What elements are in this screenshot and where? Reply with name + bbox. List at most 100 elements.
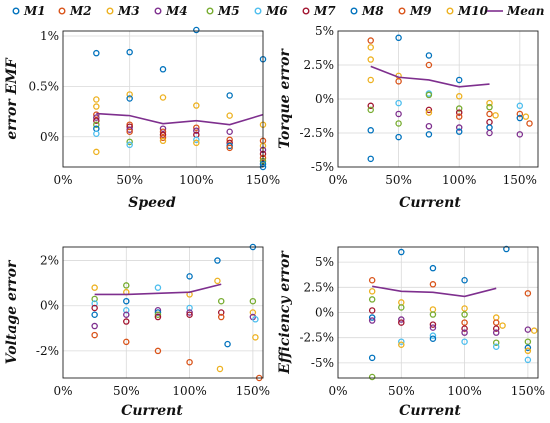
legend-item-m8: M8 [350, 4, 384, 18]
y-tick-label: 0% [315, 306, 334, 320]
data-point-m3 [455, 93, 463, 100]
data-point-m3 [461, 305, 468, 312]
x-tick-label: 100% [172, 384, 206, 398]
data-point-m6 [252, 316, 259, 323]
data-point-m1 [395, 133, 402, 141]
data-point-m7 [429, 321, 437, 328]
data-point-m4 [226, 128, 233, 135]
legend-label: M9 [409, 4, 432, 18]
legend-marker [106, 7, 114, 15]
data-point-m1 [214, 257, 221, 264]
data-point-m6 [91, 300, 98, 307]
data-point-m3 [159, 94, 167, 101]
data-point-m10 [216, 365, 224, 373]
data-point-m2 [367, 37, 374, 44]
y-tick-label: -2.5% [299, 126, 334, 140]
data-point-m2 [91, 331, 98, 339]
data-point-m1 [368, 354, 376, 362]
legend-label: M10 [457, 4, 489, 18]
data-point-m2 [123, 338, 130, 346]
data-point-m4 [425, 122, 433, 130]
legend-label: M3 [117, 4, 140, 18]
data-point-m5 [126, 138, 133, 146]
y-tick-label: -2.5% [299, 331, 334, 345]
legend-marker [302, 7, 310, 15]
data-point-m2 [186, 358, 193, 366]
legend-marker [206, 7, 214, 15]
data-point-m7 [398, 319, 405, 326]
y-tick-label: 0.5% [29, 79, 60, 93]
data-point-m10 [492, 112, 499, 119]
data-point-m5 [429, 311, 437, 318]
data-point-m9 [159, 134, 167, 142]
data-point-m1 [398, 248, 405, 256]
legend-item-m7: M7 [302, 4, 336, 18]
data-point-m9 [126, 128, 133, 135]
data-point-m1 [154, 309, 162, 316]
data-point-m6 [93, 130, 100, 138]
data-point-m3 [226, 112, 233, 119]
data-point-m5 [492, 339, 500, 346]
legend-marker [58, 7, 66, 15]
data-point-m4 [486, 129, 493, 137]
legend-item-m5: M5 [206, 4, 240, 18]
y-axis-label: error EMF [4, 57, 20, 139]
data-point-m2 [226, 136, 233, 144]
data-point-m4 [455, 124, 463, 131]
data-point-m6 [398, 338, 405, 345]
data-point-m2 [516, 110, 524, 118]
legend-marker [446, 7, 454, 15]
x-tick-label: 0% [53, 173, 72, 187]
data-point-m5 [368, 373, 376, 381]
data-point-m9 [226, 144, 233, 152]
panel-torque-error: 0% 50% 100% 150% -5% -2.5% 0% 2.5% 5% Current Torq… [277, 24, 539, 211]
data-point-m2 [492, 319, 500, 326]
plot-frame [337, 30, 539, 168]
data-point-m1 [367, 127, 374, 134]
data-point-m2 [154, 347, 162, 355]
data-point-m6 [429, 332, 437, 339]
data-point-m10 [499, 322, 506, 329]
legend: M1 M2 M3 M4 M5 M6 M7 M8 M9 M10 Mean [12, 4, 544, 18]
data-point-m4 [516, 131, 524, 138]
legend-label: M8 [361, 4, 384, 18]
data-point-m10 [252, 334, 259, 341]
data-point-m3 [126, 91, 133, 98]
data-point-m3 [368, 288, 376, 295]
plot-frame [62, 30, 264, 168]
data-point-m4 [368, 317, 376, 324]
panel-emf-error: 0% 50% 100% 150% 0% 0.5% 1% Speed error EMF [4, 26, 280, 211]
data-point-m5 [368, 296, 376, 303]
x-tick-label: 150% [511, 384, 545, 398]
data-point-m6 [123, 306, 130, 314]
data-point-m4 [193, 127, 200, 134]
data-point-m1 [455, 128, 463, 135]
data-point-m5 [455, 105, 463, 112]
data-point-m1 [395, 34, 402, 42]
x-tick-label: 50% [116, 173, 143, 187]
data-point-m3 [367, 44, 374, 51]
legend-label: M7 [313, 4, 336, 18]
y-tick-label: 5% [315, 24, 334, 38]
data-point-m3 [398, 341, 405, 348]
plot-area [63, 31, 263, 167]
data-point-m2 [425, 61, 433, 69]
legend-label: Mean [506, 4, 544, 18]
data-point-m1 [126, 95, 133, 102]
legend-item-m1: M1 [12, 4, 46, 18]
y-tick-label: 5% [315, 255, 334, 269]
data-point-m2 [429, 281, 437, 288]
data-point-m10 [159, 137, 167, 145]
data-point-m7 [367, 102, 374, 110]
data-point-m5 [425, 91, 433, 99]
data-point-m6 [193, 136, 200, 144]
data-point-m1 [368, 314, 376, 321]
x-tick-label: 50% [385, 173, 412, 187]
data-point-m5 [524, 338, 532, 345]
y-axis-label: Efficiency error [277, 250, 293, 375]
data-point-m5 [93, 121, 100, 128]
y-tick-label: -5% [311, 356, 334, 370]
data-point-m3 [486, 99, 493, 107]
data-point-m10 [193, 139, 200, 147]
data-point-m1 [503, 245, 510, 253]
